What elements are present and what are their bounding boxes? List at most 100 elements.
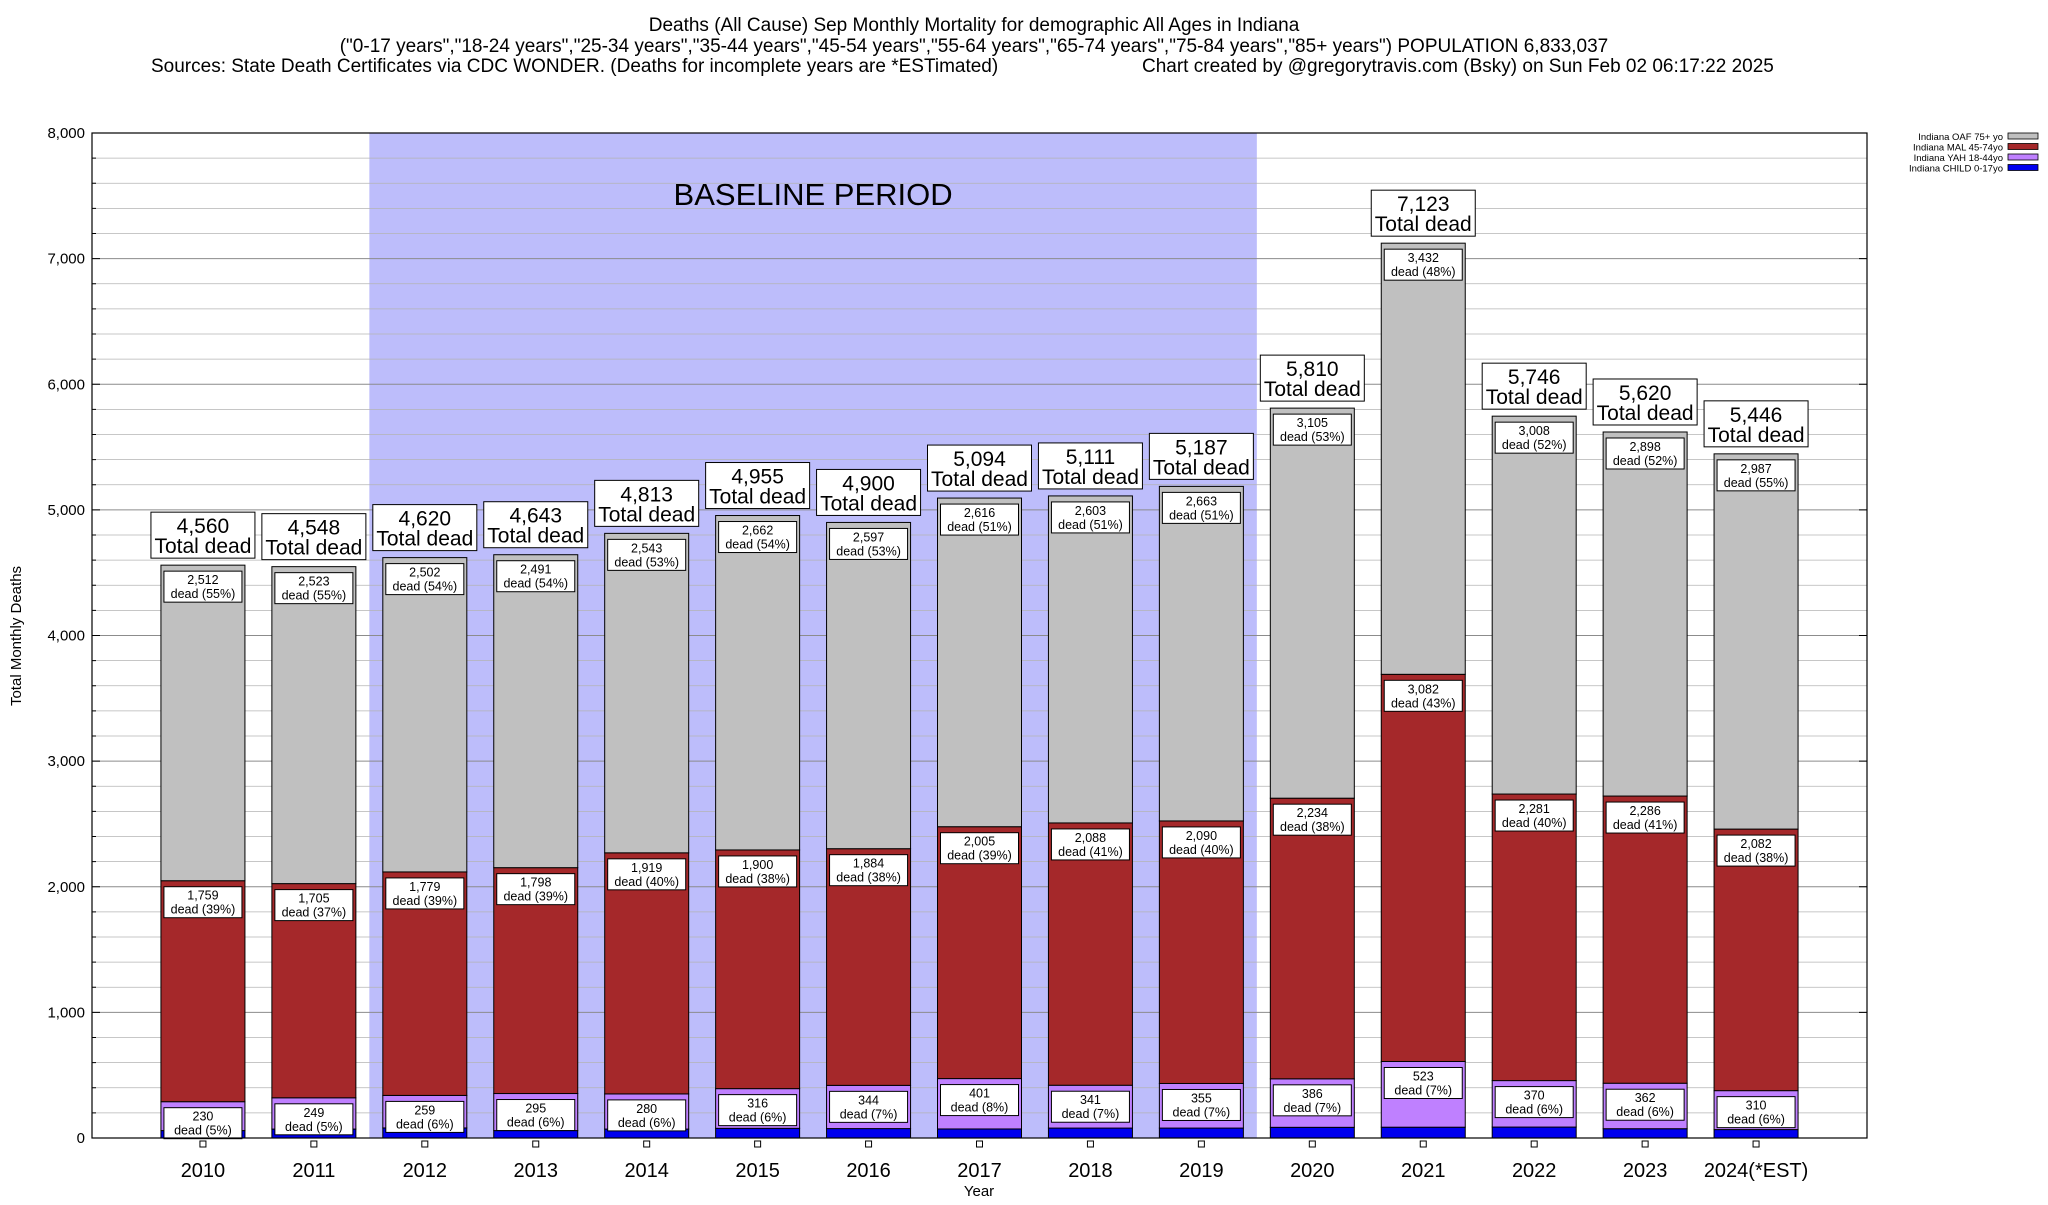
segment-label-box: [829, 1090, 909, 1123]
chart-title: Deaths (All Cause) Sep Monthly Mortality…: [649, 15, 1300, 36]
x-tick-label: 2014: [624, 1160, 669, 1182]
segment-label-pct: dead (7%): [1062, 1107, 1120, 1121]
x-tick-label: 2017: [957, 1160, 1002, 1182]
segment-label-value: 2,286: [1629, 804, 1660, 818]
bar-segment: [1602, 795, 1688, 1084]
segment-label-box: [1050, 828, 1130, 861]
x-tick-marker: [1419, 1140, 1427, 1148]
segment-label-value: 2,502: [409, 566, 440, 580]
bar-segment: [1047, 822, 1133, 1086]
segment-label-box: [718, 521, 798, 554]
bar-segment: [715, 1127, 801, 1139]
segment-label-value: 1,798: [520, 876, 551, 890]
segment-label-pct: dead (51%): [1058, 518, 1123, 532]
total-label-box: [1703, 400, 1809, 448]
bar-segment: [1269, 797, 1355, 1080]
segment-label-value: 1,705: [298, 892, 329, 906]
bar-segment: [1269, 407, 1355, 799]
segment-label-value: 249: [303, 1106, 324, 1120]
total-label-box: [705, 462, 811, 510]
segment-label-pct: dead (7%): [1394, 1083, 1452, 1097]
segment-label-value: 310: [1746, 1099, 1767, 1113]
segment-label-pct: dead (37%): [282, 906, 347, 920]
bar-segment: [382, 557, 468, 873]
segment-label-pct: dead (6%): [1505, 1103, 1563, 1117]
baseline-period-label: BASELINE PERIOD: [674, 177, 953, 212]
x-tick-label: 2016: [846, 1160, 891, 1182]
total-label-value: 4,643: [509, 505, 562, 528]
segment-label-value: 2,987: [1740, 462, 1771, 476]
segment-label-pct: dead (55%): [282, 589, 347, 603]
x-tick-marker: [1308, 1140, 1316, 1148]
segment-label-box: [1050, 1090, 1130, 1123]
chart-credit: Chart created by @gregorytravis.com (Bsk…: [1142, 56, 1774, 77]
x-tick-marker: [532, 1140, 540, 1148]
total-label-text: Total dead: [1264, 378, 1361, 401]
x-tick-marker: [1530, 1140, 1538, 1148]
total-label-value: 5,620: [1619, 382, 1672, 405]
segment-label-box: [607, 1099, 687, 1132]
x-tick-label: 2012: [403, 1160, 448, 1182]
bar-segment: [493, 867, 579, 1095]
y-tick-label: 8,000: [47, 125, 85, 142]
segment-label-value: 230: [193, 1110, 214, 1124]
segment-label-box: [1716, 834, 1796, 867]
x-tick-label: 2019: [1179, 1160, 1224, 1182]
legend-label: Indiana CHILD 0-17yo: [1909, 164, 2003, 175]
segment-label-box: [1605, 801, 1685, 834]
total-label-value: 5,810: [1286, 358, 1339, 381]
segment-label-box: [1272, 803, 1352, 836]
total-label-text: Total dead: [154, 535, 251, 558]
total-label-box: [150, 511, 256, 559]
segment-label-value: 2,491: [520, 563, 551, 577]
segment-label-pct: dead (52%): [1613, 454, 1678, 468]
bar-segment: [937, 497, 1022, 828]
segment-label-pct: dead (7%): [1283, 1101, 1341, 1115]
segment-label-value: 3,105: [1297, 416, 1328, 430]
segment-label-box: [163, 1107, 243, 1140]
y-axis-label: Total Monthly Deaths: [8, 566, 25, 706]
segment-label-value: 2,234: [1297, 806, 1328, 820]
segment-label-pct: dead (7%): [840, 1107, 898, 1121]
segment-label-value: 2,603: [1075, 504, 1106, 518]
total-label-value: 5,746: [1508, 366, 1561, 389]
segment-label-value: 2,597: [853, 530, 884, 544]
segment-label-value: 295: [525, 1102, 546, 1116]
segment-label-value: 1,884: [853, 857, 884, 871]
segment-label-value: 2,543: [631, 541, 662, 555]
segment-label-value: 2,523: [298, 575, 329, 589]
x-tick-label: 2011: [292, 1160, 335, 1182]
segment-label-box: [385, 1100, 465, 1133]
total-label-text: Total dead: [1597, 402, 1694, 425]
legend-swatch: [2007, 143, 2039, 150]
total-label-box: [1259, 354, 1365, 402]
total-label-text: Total dead: [265, 537, 362, 560]
bar-segment: [1713, 453, 1799, 830]
segment-label-pct: dead (55%): [1724, 476, 1789, 490]
segment-label-box: [1050, 501, 1130, 534]
